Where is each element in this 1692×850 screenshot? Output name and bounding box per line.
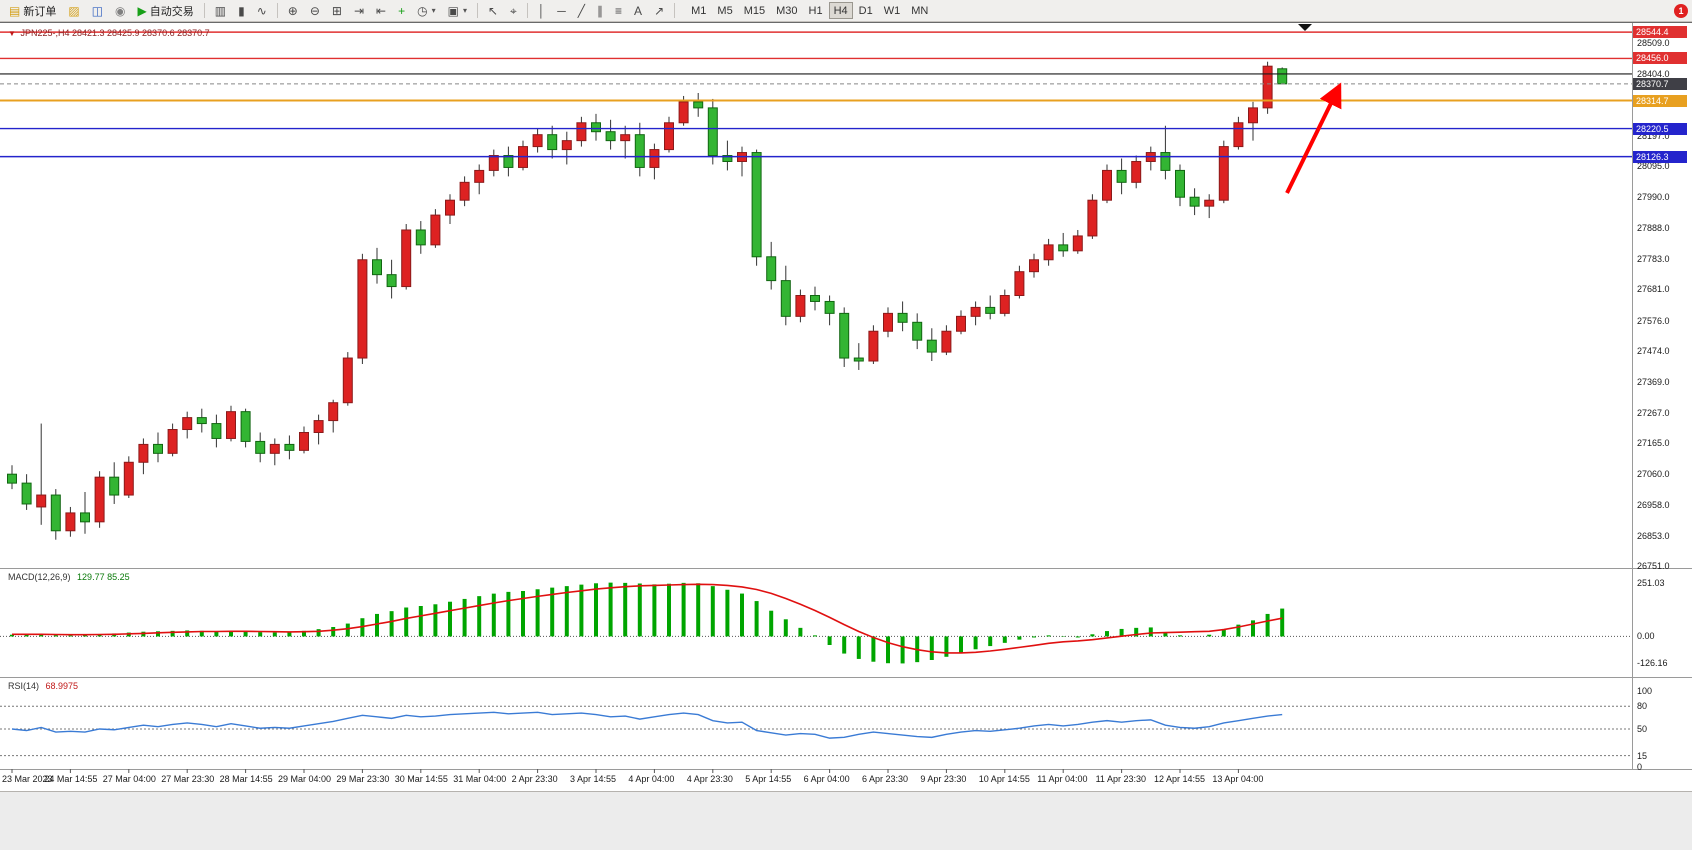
text-tool-button[interactable]: A	[629, 2, 647, 20]
toolbar-separator	[476, 3, 478, 18]
styles-button[interactable]: ▨	[63, 2, 84, 20]
tile-windows-icon: ⊞	[331, 3, 342, 18]
chart-canvas[interactable]	[0, 23, 1692, 791]
arrows-tool-button[interactable]: ↗	[649, 2, 669, 20]
arrows-tool-icon: ↗	[654, 3, 665, 18]
channel-icon: ∥	[597, 3, 604, 18]
timeframe-button-m5[interactable]: M5	[712, 2, 737, 19]
styles-icon: ▨	[68, 3, 80, 18]
profiles-icon: ◫	[91, 3, 104, 18]
line-chart-button[interactable]: ∿	[252, 2, 272, 20]
periods-icon: ◷	[417, 3, 428, 18]
bars-chart-icon: ▥	[214, 3, 227, 18]
crosshair-icon: ⌖	[510, 3, 517, 18]
horizontal-line-button[interactable]: ─	[552, 2, 571, 20]
timeframe-button-h4[interactable]: H4	[828, 2, 853, 19]
timeframe-group: M1 M5 M15 M30 H1 H4 D1 W1 MN	[686, 2, 933, 19]
profiles-button[interactable]: ◫	[87, 2, 108, 20]
auto-scroll-button[interactable]: ⇥	[349, 2, 369, 20]
symbol-label: ▼ JPN225-,H4 28421.3 28425.9 28370.6 283…	[8, 28, 210, 38]
chevron-down-icon: ▾	[431, 6, 436, 15]
indicators-button[interactable]: +	[393, 2, 410, 20]
new-order-button[interactable]: ▤ 新订单	[4, 2, 61, 20]
autotrade-play-icon: ▶	[137, 3, 147, 18]
macd-values: 129.77 85.25	[77, 572, 130, 582]
candles-chart-icon: ▮	[238, 3, 245, 18]
alerts-button[interactable]: ◉	[110, 2, 130, 20]
chart-shift-icon: ⇤	[376, 3, 387, 18]
timeframe-button-h1[interactable]: H1	[804, 2, 828, 19]
macd-indicator-label: MACD(12,26,9) 129.77 85.25	[8, 572, 130, 582]
timeframe-button-m30[interactable]: M30	[771, 2, 802, 19]
cursor-button[interactable]: ↖	[483, 2, 503, 20]
rsi-name: RSI(14)	[8, 681, 40, 691]
fibonacci-icon: ≡	[615, 3, 623, 18]
templates-icon: ▣	[447, 3, 459, 18]
window-bottom-filler	[0, 791, 1692, 850]
new-order-label: 新订单	[23, 5, 57, 18]
text-tool-icon: A	[634, 3, 643, 18]
zoom-out-icon: ⊖	[309, 3, 320, 18]
periods-button[interactable]: ◷ ▾	[412, 2, 441, 20]
timeframe-button-m15[interactable]: M15	[739, 2, 770, 19]
toolbar: ▤ 新订单 ▨ ◫ ◉ ▶ 自动交易 ▥ ▮ ∿ ⊕ ⊖ ⊞ ⇥ ⇤ + ◷ ▾	[0, 0, 1692, 22]
toolbar-separator	[526, 3, 528, 18]
timeframe-button-d1[interactable]: D1	[854, 2, 878, 19]
trendline-button[interactable]: ╱	[573, 2, 590, 20]
cursor-icon: ↖	[487, 3, 499, 18]
templates-button[interactable]: ▣ ▾	[443, 2, 472, 20]
alerts-icon: ◉	[115, 3, 126, 18]
zoom-in-icon: ⊕	[287, 3, 298, 18]
indicators-icon: +	[398, 3, 406, 18]
trendline-icon: ╱	[577, 3, 586, 18]
chevron-down-icon: ▾	[462, 6, 467, 15]
zoom-in-button[interactable]: ⊕	[283, 2, 303, 20]
rsi-indicator-label: RSI(14) 68.9975	[8, 681, 78, 691]
horizontal-line-icon: ─	[557, 3, 566, 18]
timeframe-button-m1[interactable]: M1	[686, 2, 711, 19]
toolbar-separator	[203, 3, 205, 18]
toolbar-separator	[276, 3, 278, 18]
bars-chart-button[interactable]: ▥	[210, 2, 231, 20]
chart-window[interactable]: 23 Mar 2023 24 Mar 14:55 27 Mar 04:00 27 Ma…	[0, 22, 1692, 791]
autotrade-button[interactable]: ▶ 自动交易	[133, 2, 199, 20]
symbol-title: JPN225-,H4	[20, 28, 70, 38]
channel-button[interactable]: ∥	[592, 2, 608, 20]
symbol-marker-icon: ▼	[8, 29, 16, 38]
symbol-ohlc: 28421.3 28425.9 28370.6 28370.7	[71, 28, 210, 38]
zoom-out-button[interactable]: ⊖	[305, 2, 325, 20]
fibonacci-button[interactable]: ≡	[610, 2, 627, 20]
macd-name: MACD(12,26,9)	[8, 572, 71, 582]
rsi-value: 68.9975	[45, 681, 79, 691]
candles-chart-button[interactable]: ▮	[233, 2, 250, 20]
tile-windows-button[interactable]: ⊞	[327, 2, 347, 20]
timeframe-button-mn[interactable]: MN	[906, 2, 933, 19]
vertical-line-button[interactable]: │	[533, 2, 551, 20]
vertical-line-icon: │	[537, 3, 546, 18]
autotrade-label: 自动交易	[149, 5, 194, 18]
line-chart-icon: ∿	[256, 3, 267, 18]
auto-scroll-icon: ⇥	[353, 3, 365, 18]
toolbar-separator	[674, 3, 676, 18]
crosshair-button[interactable]: ⌖	[505, 2, 522, 20]
notification-badge[interactable]: 1	[1674, 3, 1688, 18]
chart-shift-button[interactable]: ⇤	[371, 2, 391, 20]
new-order-icon: ▤	[9, 3, 21, 18]
timeframe-button-w1[interactable]: W1	[879, 2, 906, 19]
